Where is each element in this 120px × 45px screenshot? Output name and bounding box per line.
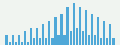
Bar (36, 28, 38, 45)
Bar (91, 14, 93, 45)
Bar (88, 35, 90, 45)
Bar (94, 35, 96, 45)
Bar (33, 38, 35, 45)
Bar (109, 24, 111, 45)
Bar (12, 35, 14, 45)
Bar (21, 42, 23, 45)
Bar (27, 42, 29, 45)
Bar (63, 35, 66, 45)
Bar (76, 28, 78, 45)
Bar (24, 31, 26, 45)
Bar (18, 35, 20, 45)
Bar (60, 14, 63, 45)
Bar (106, 38, 108, 45)
Bar (48, 21, 51, 45)
Bar (45, 38, 47, 45)
Bar (97, 17, 99, 45)
Bar (85, 10, 87, 45)
Bar (42, 24, 44, 45)
Bar (79, 7, 81, 45)
Bar (69, 31, 72, 45)
Bar (100, 38, 102, 45)
Bar (66, 7, 69, 45)
Bar (9, 42, 11, 45)
Bar (73, 3, 75, 45)
Bar (51, 38, 54, 45)
Bar (15, 42, 17, 45)
Bar (57, 35, 60, 45)
Bar (54, 17, 57, 45)
Bar (112, 38, 115, 45)
Bar (103, 21, 105, 45)
Bar (5, 35, 8, 45)
Bar (39, 38, 41, 45)
Bar (30, 28, 32, 45)
Bar (82, 31, 84, 45)
